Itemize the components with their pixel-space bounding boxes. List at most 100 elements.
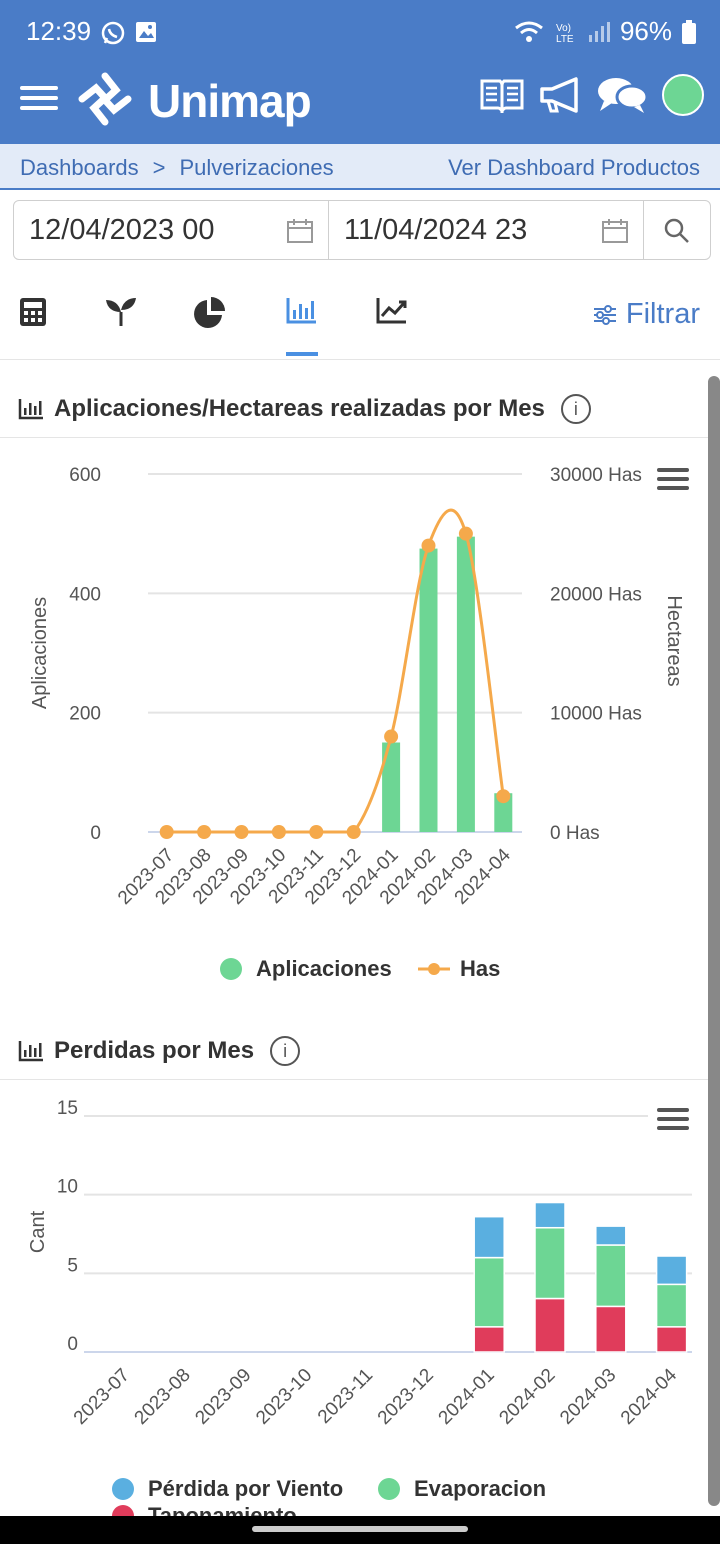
bar-segment (655, 1255, 688, 1286)
losses-chart: 051015Cant2023-072023-082023-092023-1020… (27, 1098, 692, 1429)
breadcrumb: Dashboards > Pulverizaciones Ver Dashboa… (0, 144, 720, 190)
x-tick-label: 2024-01 (435, 1365, 499, 1429)
pie-chart-icon (194, 297, 225, 328)
x-tick-label: 2023-07 (70, 1365, 134, 1429)
x-tick-label: 2024-02 (495, 1365, 559, 1429)
y-tick-label: 200 (69, 704, 101, 725)
chart2-legend-evaporacion[interactable]: Evaporacion (378, 1476, 546, 1502)
megaphone-icon[interactable] (538, 76, 582, 114)
point-has (496, 789, 511, 804)
line-marker-icon (418, 963, 450, 975)
tab-pie[interactable] (192, 296, 228, 332)
bar-chart-icon (18, 1041, 43, 1062)
point-has (384, 729, 399, 744)
point-has (458, 526, 473, 541)
chart2-legend-viento[interactable]: Pérdida por Viento (112, 1476, 343, 1502)
y-tick-label: 5 (67, 1255, 78, 1276)
y2-axis-title: Hectareas (663, 595, 685, 686)
y-tick-label: 15 (57, 1098, 78, 1119)
bar-segment (595, 1225, 627, 1246)
status-bar: 12:39 Vo) LTE 96% (0, 0, 720, 64)
chart-menu-button[interactable] (657, 1108, 689, 1132)
tab-calculator[interactable] (18, 296, 54, 332)
applications-chart: 0 200 400 600 0 Has 10000 Has 20000 Has 30000 H… (29, 465, 685, 909)
y2-tick-label: 30000 Has (550, 465, 642, 486)
tab-crops[interactable] (104, 296, 140, 332)
date-from-field[interactable]: 12/04/2023 00 (14, 201, 329, 259)
point-has (197, 825, 212, 839)
app-bar: Unimap (0, 64, 720, 144)
date-to-field[interactable]: 11/04/2024 23 (329, 201, 644, 259)
info-icon[interactable]: i (560, 394, 591, 424)
x-tick-label: 2023-11 (314, 1365, 377, 1428)
wifi-icon (515, 21, 543, 42)
line-has (166, 508, 505, 834)
menu-button[interactable] (20, 80, 58, 116)
filter-label: Filtrar (625, 298, 700, 330)
bar-aplicaciones (382, 742, 401, 832)
dashboard-tabs: Filtrar (0, 282, 720, 360)
point-has (271, 825, 286, 839)
y-tick-label: 400 (69, 584, 101, 605)
chart1-legend-has[interactable]: Has (418, 956, 500, 982)
info-icon[interactable]: i (270, 1036, 301, 1066)
status-time: 12:39 (26, 16, 92, 46)
sliders-icon (593, 304, 616, 325)
user-avatar[interactable] (662, 74, 704, 116)
chart-menu-button[interactable] (657, 468, 689, 492)
home-indicator[interactable] (252, 1526, 468, 1532)
bar-segment (473, 1215, 505, 1259)
chat-icon[interactable] (596, 75, 648, 115)
signal-icon (588, 21, 610, 42)
divider (0, 437, 708, 438)
bar-segment (655, 1283, 688, 1328)
applications-section-title: Aplicaciones/Hectareas realizadas por Me… (18, 394, 591, 424)
breadcrumb-separator: > (152, 155, 166, 180)
x-tick-label: 2023-09 (191, 1365, 255, 1429)
point-has (234, 825, 249, 839)
losses-title-text: Perdidas por Mes (54, 1037, 255, 1064)
x-tick-label: 2023-08 (131, 1365, 195, 1429)
search-icon (664, 218, 689, 243)
tab-bar-chart[interactable] (286, 296, 322, 356)
trend-chart-icon (376, 298, 407, 324)
point-has (159, 825, 174, 839)
gallery-icon (136, 22, 156, 42)
chart1-legend-aplicaciones[interactable]: Aplicaciones (220, 956, 392, 982)
bar-chart-icon (286, 298, 316, 324)
page-scrollbar[interactable] (708, 376, 720, 1506)
battery-icon (682, 19, 696, 44)
search-button[interactable] (644, 201, 710, 259)
bar-segment (595, 1305, 627, 1353)
y-tick-label: 10 (57, 1177, 78, 1198)
breadcrumb-dashboards[interactable]: Dashboards (20, 155, 139, 180)
svg-text:LTE: LTE (556, 34, 574, 44)
bar-aplicaciones (456, 536, 475, 832)
bar-chart-icon (18, 399, 43, 420)
bar-segment (473, 1326, 505, 1353)
filter-button[interactable]: Filtrar (592, 298, 700, 331)
products-dashboard-link[interactable]: Ver Dashboard Productos (448, 155, 700, 180)
volte-icon: Vo)LTE (556, 23, 574, 44)
y-tick-label: 0 (90, 823, 101, 844)
point-has (346, 825, 361, 839)
calendar-icon[interactable] (601, 218, 629, 244)
divider (0, 1079, 708, 1080)
y-tick-label: 600 (69, 465, 101, 486)
date-to-value: 11/04/2024 23 (344, 214, 528, 246)
point-has (421, 538, 436, 553)
app-name: Unimap (148, 75, 312, 127)
x-tick-label: 2023-10 (252, 1365, 316, 1429)
whatsapp-icon (101, 21, 125, 45)
date-from-value: 12/04/2023 00 (29, 214, 215, 246)
book-icon[interactable] (480, 77, 524, 113)
tab-trend[interactable] (376, 296, 412, 332)
svg-text:Vo): Vo) (556, 23, 571, 34)
x-tick-label: 2024-03 (556, 1365, 620, 1429)
navigation-bar (0, 1516, 720, 1544)
calculator-icon (20, 298, 46, 326)
calendar-icon[interactable] (286, 218, 314, 244)
date-range: 12/04/2023 00 11/04/2024 23 (13, 200, 711, 260)
y2-tick-label: 0 Has (550, 823, 600, 844)
bar-segment (655, 1326, 688, 1353)
